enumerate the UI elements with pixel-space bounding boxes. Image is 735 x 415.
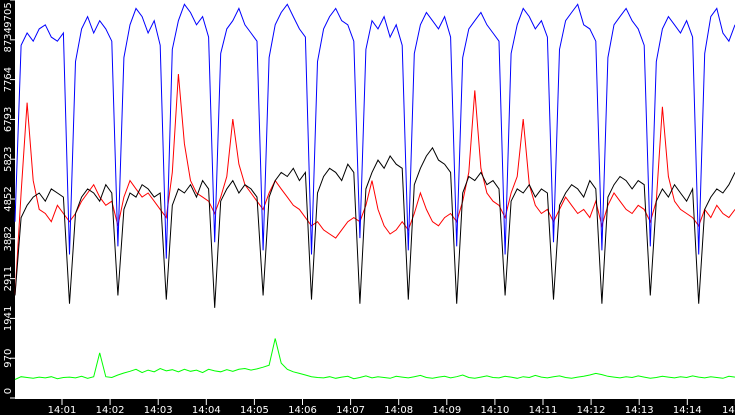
y-tick-label: 5823: [3, 146, 14, 171]
x-tick-label: 14:01: [48, 405, 77, 415]
y-tick-label: 6793: [3, 107, 14, 132]
x-tick-label: 14: [722, 405, 735, 415]
x-tick-label: 14:14: [673, 405, 702, 415]
y-tick-label: 0: [3, 388, 14, 394]
x-tick-label: 14:12: [577, 405, 606, 415]
x-tick-label: 14:04: [192, 405, 221, 415]
series-line-1: [14, 73, 735, 296]
x-tick-label: 14:07: [336, 405, 365, 415]
y-tick-label: 970: [3, 349, 14, 368]
x-tick-label: 14:05: [240, 405, 269, 415]
series-line-2: [14, 146, 735, 308]
y-tick-label: 9705: [3, 2, 14, 27]
y-tick-label: 2911: [3, 266, 14, 291]
x-tick-label: 14:02: [96, 405, 125, 415]
y-tick-label: 8734: [3, 27, 14, 52]
x-tick-label: 14:03: [144, 405, 173, 415]
x-tick-label: 14:09: [432, 405, 461, 415]
x-tick-label: 14:11: [529, 405, 558, 415]
y-tick-label: 3882: [3, 226, 14, 251]
x-axis: 14:01 14:02 14:03 14:04 14:05 14:06 14:07 14:08…: [48, 399, 735, 415]
y-tick-label: 7764: [3, 67, 14, 92]
x-tick-label: 14:06: [288, 405, 317, 415]
plot-area: [15, 0, 735, 399]
x-tick-label: 14:13: [625, 405, 654, 415]
series-line-0: [14, 3, 735, 259]
y-tick-label: 4852: [3, 186, 14, 211]
x-tick-label: 14:08: [384, 405, 413, 415]
y-tick-label: 1941: [3, 306, 14, 331]
series-line-3: [14, 338, 735, 380]
x-tick-label: 14:10: [480, 405, 509, 415]
series-lines: [14, 3, 735, 380]
